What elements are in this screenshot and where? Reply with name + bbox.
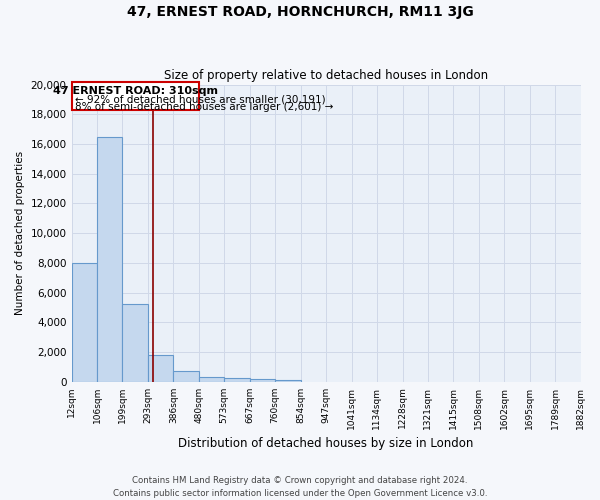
Text: 47 ERNEST ROAD: 310sqm: 47 ERNEST ROAD: 310sqm xyxy=(53,86,218,96)
Bar xyxy=(148,355,173,382)
FancyBboxPatch shape xyxy=(71,82,199,110)
Bar xyxy=(97,136,122,382)
Bar xyxy=(71,263,97,382)
Bar xyxy=(275,380,301,382)
Text: 47, ERNEST ROAD, HORNCHURCH, RM11 3JG: 47, ERNEST ROAD, HORNCHURCH, RM11 3JG xyxy=(127,5,473,19)
Bar xyxy=(122,304,148,382)
Title: Size of property relative to detached houses in London: Size of property relative to detached ho… xyxy=(164,69,488,82)
Bar xyxy=(250,380,275,382)
Y-axis label: Number of detached properties: Number of detached properties xyxy=(15,151,25,315)
Text: 8% of semi-detached houses are larger (2,601) →: 8% of semi-detached houses are larger (2… xyxy=(75,102,333,112)
Bar xyxy=(173,372,199,382)
Bar xyxy=(199,377,224,382)
X-axis label: Distribution of detached houses by size in London: Distribution of detached houses by size … xyxy=(178,437,474,450)
Text: ← 92% of detached houses are smaller (30,191): ← 92% of detached houses are smaller (30… xyxy=(75,94,325,104)
Bar xyxy=(224,378,250,382)
Text: Contains HM Land Registry data © Crown copyright and database right 2024.
Contai: Contains HM Land Registry data © Crown c… xyxy=(113,476,487,498)
